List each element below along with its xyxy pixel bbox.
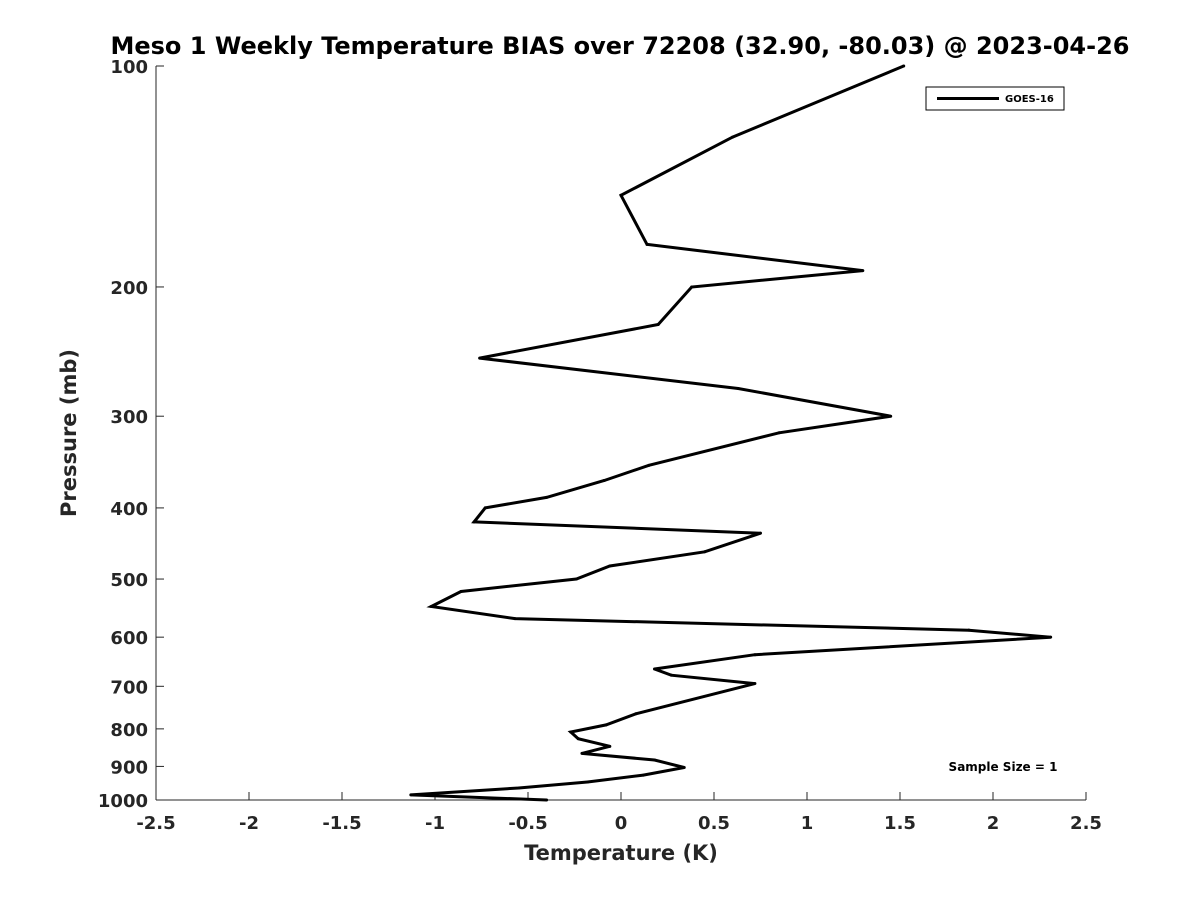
data-point (472, 520, 476, 524)
data-point (777, 431, 781, 435)
series-line-goes-16 (410, 64, 1051, 802)
data-point (641, 773, 645, 777)
data-point (759, 531, 762, 535)
data-point (967, 628, 971, 632)
y-tick-label: 1000 (98, 791, 148, 812)
legend: GOES-16 (925, 86, 1065, 111)
data-point (483, 506, 487, 510)
data-point (478, 356, 482, 360)
data-point (645, 242, 649, 246)
data-point (604, 723, 608, 727)
sample-size-annotation: Sample Size = 1 (949, 760, 1058, 774)
x-tick-label: 1 (801, 813, 814, 834)
x-axis-label: Temperature (K) (524, 841, 718, 865)
data-point (409, 793, 413, 797)
y-tick-label: 800 (110, 720, 148, 741)
data-point (576, 737, 580, 741)
data-point (861, 269, 865, 273)
data-point (429, 605, 433, 609)
x-tick-label: 2.5 (1070, 813, 1102, 834)
data-point (647, 463, 651, 467)
x-tick-label: -1.5 (322, 813, 361, 834)
data-point (690, 285, 694, 289)
y-tick-label: 300 (110, 407, 148, 428)
data-point (652, 667, 656, 671)
data-point (569, 730, 573, 734)
x-tick-label: -1 (425, 813, 445, 834)
y-tick-label: 600 (110, 628, 148, 649)
data-point (652, 758, 656, 762)
data-point (545, 495, 549, 499)
data-point (669, 673, 673, 677)
plot-area: -2.5 -2 -1.5 -1 -0.5 0 0.5 1 1.5 2 2.5 100 200 300 40… (98, 57, 1102, 834)
data-point (608, 744, 612, 748)
data-points (409, 64, 1053, 802)
data-point (574, 577, 578, 581)
data-point (586, 780, 590, 784)
data-point (619, 193, 623, 197)
x-tick-label: 1.5 (884, 813, 916, 834)
data-point (459, 590, 463, 594)
data-point (731, 135, 735, 139)
x-tick-label: -2.5 (136, 813, 175, 834)
chart-title: Meso 1 Weekly Temperature BIAS over 7220… (110, 32, 1129, 60)
data-point (580, 751, 584, 755)
y-tick-label: 100 (110, 57, 148, 78)
data-point (889, 414, 893, 418)
data-point (1049, 635, 1053, 639)
x-tick-label: -0.5 (508, 813, 547, 834)
data-point (602, 478, 606, 482)
y-tick-label: 200 (110, 278, 148, 299)
x-tick-label: -2 (239, 813, 259, 834)
data-point (753, 653, 757, 657)
x-axis-ticks: -2.5 -2 -1.5 -1 -0.5 0 0.5 1 1.5 2 2.5 (136, 792, 1102, 834)
data-point (736, 386, 740, 390)
legend-label-goes-16: GOES-16 (1005, 94, 1054, 105)
x-tick-label: 0.5 (698, 813, 730, 834)
y-tick-label: 700 (110, 677, 148, 698)
data-point (634, 712, 638, 716)
y-axis-label: Pressure (mb) (57, 349, 81, 517)
data-point (682, 765, 686, 769)
y-axis-ticks: 100 200 300 400 500 600 700 800 900 1000 (98, 57, 164, 812)
data-point (545, 798, 549, 802)
y-tick-label: 400 (110, 499, 148, 520)
data-point (753, 682, 757, 686)
x-tick-label: 0 (615, 813, 628, 834)
data-point (517, 786, 521, 790)
data-point (513, 617, 517, 621)
data-point (608, 564, 612, 568)
y-tick-label: 500 (110, 570, 148, 591)
x-tick-label: 2 (987, 813, 1000, 834)
data-point (902, 64, 906, 68)
data-point (703, 550, 707, 554)
y-tick-label: 900 (110, 757, 148, 778)
data-point (656, 323, 660, 327)
